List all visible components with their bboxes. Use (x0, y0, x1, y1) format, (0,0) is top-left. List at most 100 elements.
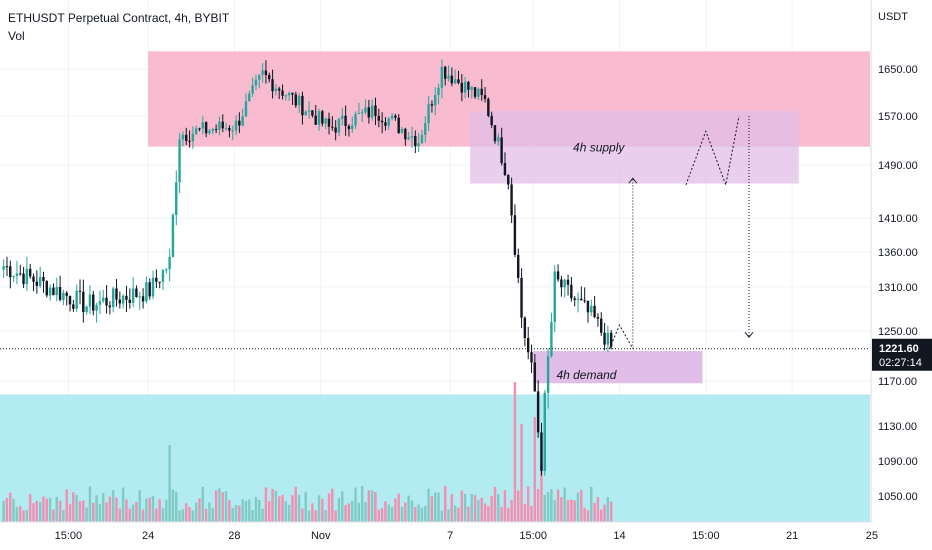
volume-bar (573, 500, 576, 522)
volume-bar (546, 492, 550, 522)
candle-body (467, 81, 470, 90)
candle-body (473, 87, 477, 97)
volume-bar (334, 510, 337, 522)
candle-body (523, 317, 527, 338)
candle-body (201, 122, 205, 129)
candle-body (194, 128, 198, 134)
volume-bar (447, 509, 450, 522)
price-tick-label: 1410.00 (878, 213, 918, 225)
time-tick-label: 28 (228, 530, 240, 542)
volume-bar (357, 502, 361, 522)
candle-body (530, 352, 533, 363)
volume-bar (563, 487, 566, 522)
volume-bar (294, 486, 297, 522)
candle-body (600, 318, 603, 333)
candle-body (374, 105, 377, 116)
time-tick-label: 25 (866, 530, 878, 542)
volume-bar (62, 509, 65, 522)
candle-body (188, 140, 191, 142)
candle-body (520, 277, 523, 318)
volume-bar (341, 491, 344, 522)
candle-body (357, 112, 361, 115)
candle-body (377, 115, 380, 121)
candle-body (55, 287, 58, 296)
candle-body (420, 134, 424, 144)
volume-bar (218, 488, 221, 522)
volume-bar (477, 499, 480, 522)
volume-bar (28, 494, 32, 522)
volume-bar (12, 499, 15, 522)
candle-body (546, 356, 550, 393)
volume-bar (490, 495, 493, 522)
volume-bar (281, 494, 284, 522)
candle-body (25, 268, 29, 285)
candle-body (304, 111, 307, 116)
volume-bar (92, 502, 95, 522)
volume-bar (258, 499, 261, 522)
candle-body (560, 279, 563, 288)
candle-body (390, 115, 394, 119)
candle-body (244, 101, 248, 117)
volume-bar (118, 508, 122, 522)
volume-bar (284, 501, 288, 522)
volume-bar (337, 498, 341, 522)
volume-bar (510, 499, 513, 522)
volume-bar (88, 486, 92, 522)
symbol-title[interactable]: ETHUSDT Perpetual Contract, 4h, BYBIT (8, 11, 230, 25)
candle-body (151, 277, 155, 297)
price-axis[interactable]: USDT 1650.00 1570.00 1490.00 1410.00 1360.00 1… (870, 0, 932, 550)
candle-body (32, 276, 35, 282)
candle-body (141, 296, 145, 302)
volume-bar (503, 489, 507, 522)
volume-bar (497, 494, 500, 522)
candle-body (102, 297, 105, 302)
candle-body (540, 432, 543, 471)
price-axis-currency: USDT (878, 11, 908, 23)
candle-body (198, 128, 201, 130)
volume-bar (351, 501, 354, 522)
candle-body (204, 122, 208, 134)
candle-body (274, 88, 278, 92)
candle-body (317, 111, 321, 125)
volume-bar (317, 495, 321, 522)
candle-body (128, 299, 131, 303)
volume-bar (603, 504, 606, 522)
volume-bar (161, 508, 165, 522)
candle-body (118, 299, 122, 304)
price-tick-label: 1250.00 (878, 326, 918, 338)
candle-body (12, 275, 15, 278)
candle-body (284, 95, 288, 97)
volume-bar (404, 502, 407, 522)
volume-bar (254, 496, 258, 522)
price-tick-label: 1360.00 (878, 247, 918, 259)
volume-bar (450, 494, 454, 522)
volume-bar (75, 494, 78, 522)
candle-body (526, 337, 530, 353)
volume-bar (115, 497, 118, 522)
price-tick-label: 1170.00 (878, 376, 917, 388)
volume-bar (583, 507, 586, 522)
time-tick-label: 21 (786, 530, 798, 542)
volume-bar (311, 503, 314, 522)
candle-body (570, 284, 573, 299)
candle-body (407, 137, 410, 140)
price-tick-label: 1650.00 (878, 64, 918, 76)
volume-bar (287, 504, 291, 522)
volume-indicator-label[interactable]: Vol (8, 29, 25, 43)
candle-body (573, 298, 576, 300)
volume-bar (238, 505, 241, 522)
candle-body (596, 317, 600, 319)
current-price-badge (872, 338, 932, 371)
candle-body (264, 70, 268, 76)
candle-body (121, 295, 125, 304)
volume-bar (523, 503, 527, 522)
time-axis[interactable]: 15:00 24 28 Nov 7 15:00 14 15:00 21 25 (0, 521, 878, 550)
candle-body (85, 306, 88, 313)
volume-bar (576, 492, 580, 522)
candle-body (417, 143, 420, 147)
candle-body (503, 163, 507, 175)
volume-bar (45, 498, 48, 522)
volume-bar (131, 504, 135, 522)
volume-bar (387, 504, 390, 522)
